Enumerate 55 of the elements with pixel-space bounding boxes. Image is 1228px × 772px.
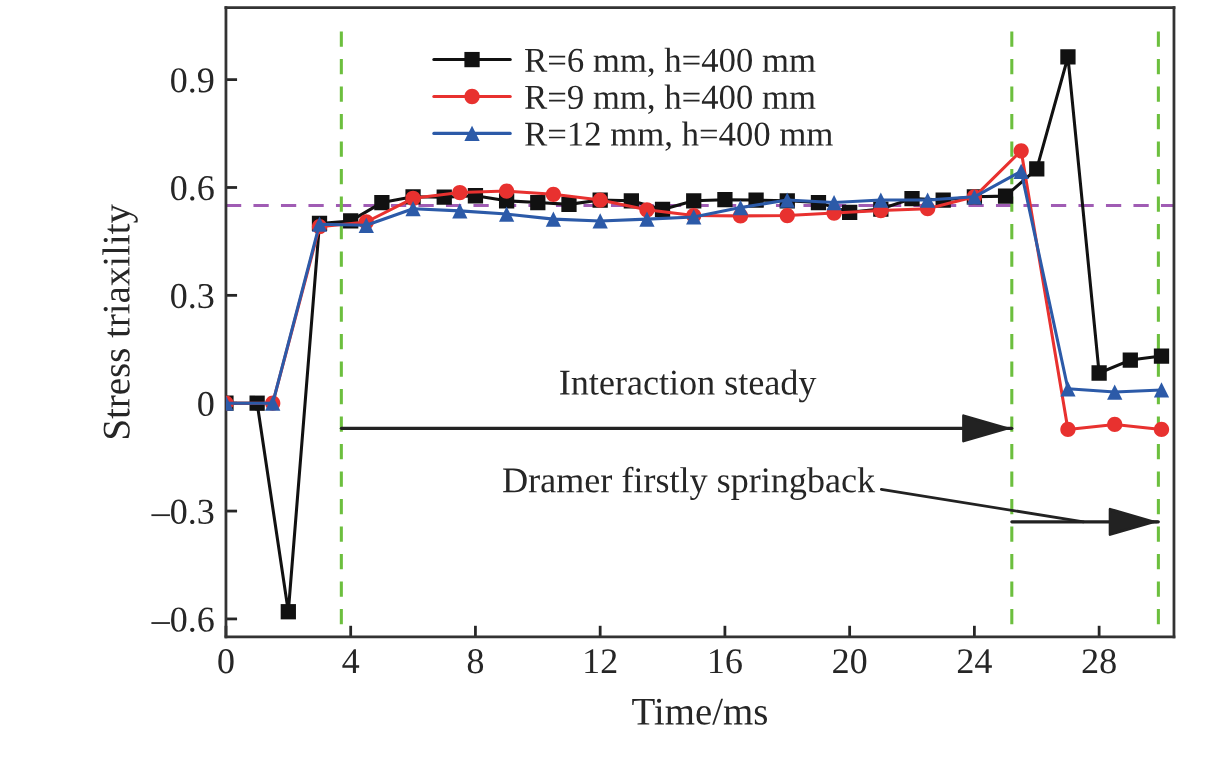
x-tick-label: 24: [957, 649, 992, 674]
point: [873, 192, 889, 208]
point: [1013, 143, 1029, 159]
point: [545, 186, 562, 202]
legend-label: R=12 mm, h=400 mm: [525, 121, 833, 151]
point: [732, 199, 749, 216]
point: [1153, 382, 1170, 398]
y-tick-label: –0.6: [151, 607, 214, 632]
point: [405, 201, 421, 217]
point: [686, 193, 702, 209]
point: [1060, 49, 1076, 65]
x-tick-label: 0: [218, 649, 234, 674]
point: [717, 192, 733, 208]
point: [1029, 161, 1045, 177]
y-tick-label: 0: [198, 391, 214, 417]
x-tick-label: 12: [585, 649, 617, 674]
point: [779, 207, 795, 224]
point: [374, 194, 390, 211]
legend-label: R=6 mm, h=400 mm: [525, 47, 816, 78]
y-tick-label: 0.9: [171, 68, 214, 93]
x-tick-label: 28: [1082, 649, 1116, 674]
point: [1091, 365, 1107, 381]
y-tick-label: 0.6: [171, 176, 214, 201]
point: [452, 184, 468, 201]
point: [1107, 384, 1123, 400]
point: [639, 211, 655, 227]
point: [498, 183, 515, 199]
y-tick-label: 0.3: [171, 283, 214, 309]
x-tick-label: 4: [342, 649, 360, 674]
x-tick-label: 16: [710, 649, 742, 674]
annotation: Interaction steady: [560, 369, 817, 403]
legend-label: R=9 mm, h=400 mm: [525, 84, 816, 114]
x-tick-label: 8: [467, 649, 484, 674]
annotation: Dramer firstly springback: [503, 466, 876, 500]
point: [1060, 381, 1076, 397]
x-tick-label: 20: [833, 649, 867, 674]
point: [826, 194, 842, 211]
point: [592, 213, 608, 229]
point: [280, 604, 296, 620]
point: [1013, 163, 1029, 179]
point: [498, 206, 515, 222]
point: [997, 188, 1014, 204]
point: [1107, 416, 1123, 433]
y-axis-title: Stress triaxility: [102, 204, 138, 438]
y-tick-label: –0.3: [151, 499, 214, 525]
point: [1153, 348, 1170, 364]
point: [530, 194, 546, 211]
point: [1060, 421, 1076, 438]
point: [452, 203, 468, 219]
point: [561, 196, 577, 213]
point: [1122, 352, 1138, 368]
x-axis-title: Time/ms: [632, 698, 767, 725]
point: [1153, 421, 1170, 438]
point: [919, 192, 936, 208]
point: [545, 211, 562, 227]
